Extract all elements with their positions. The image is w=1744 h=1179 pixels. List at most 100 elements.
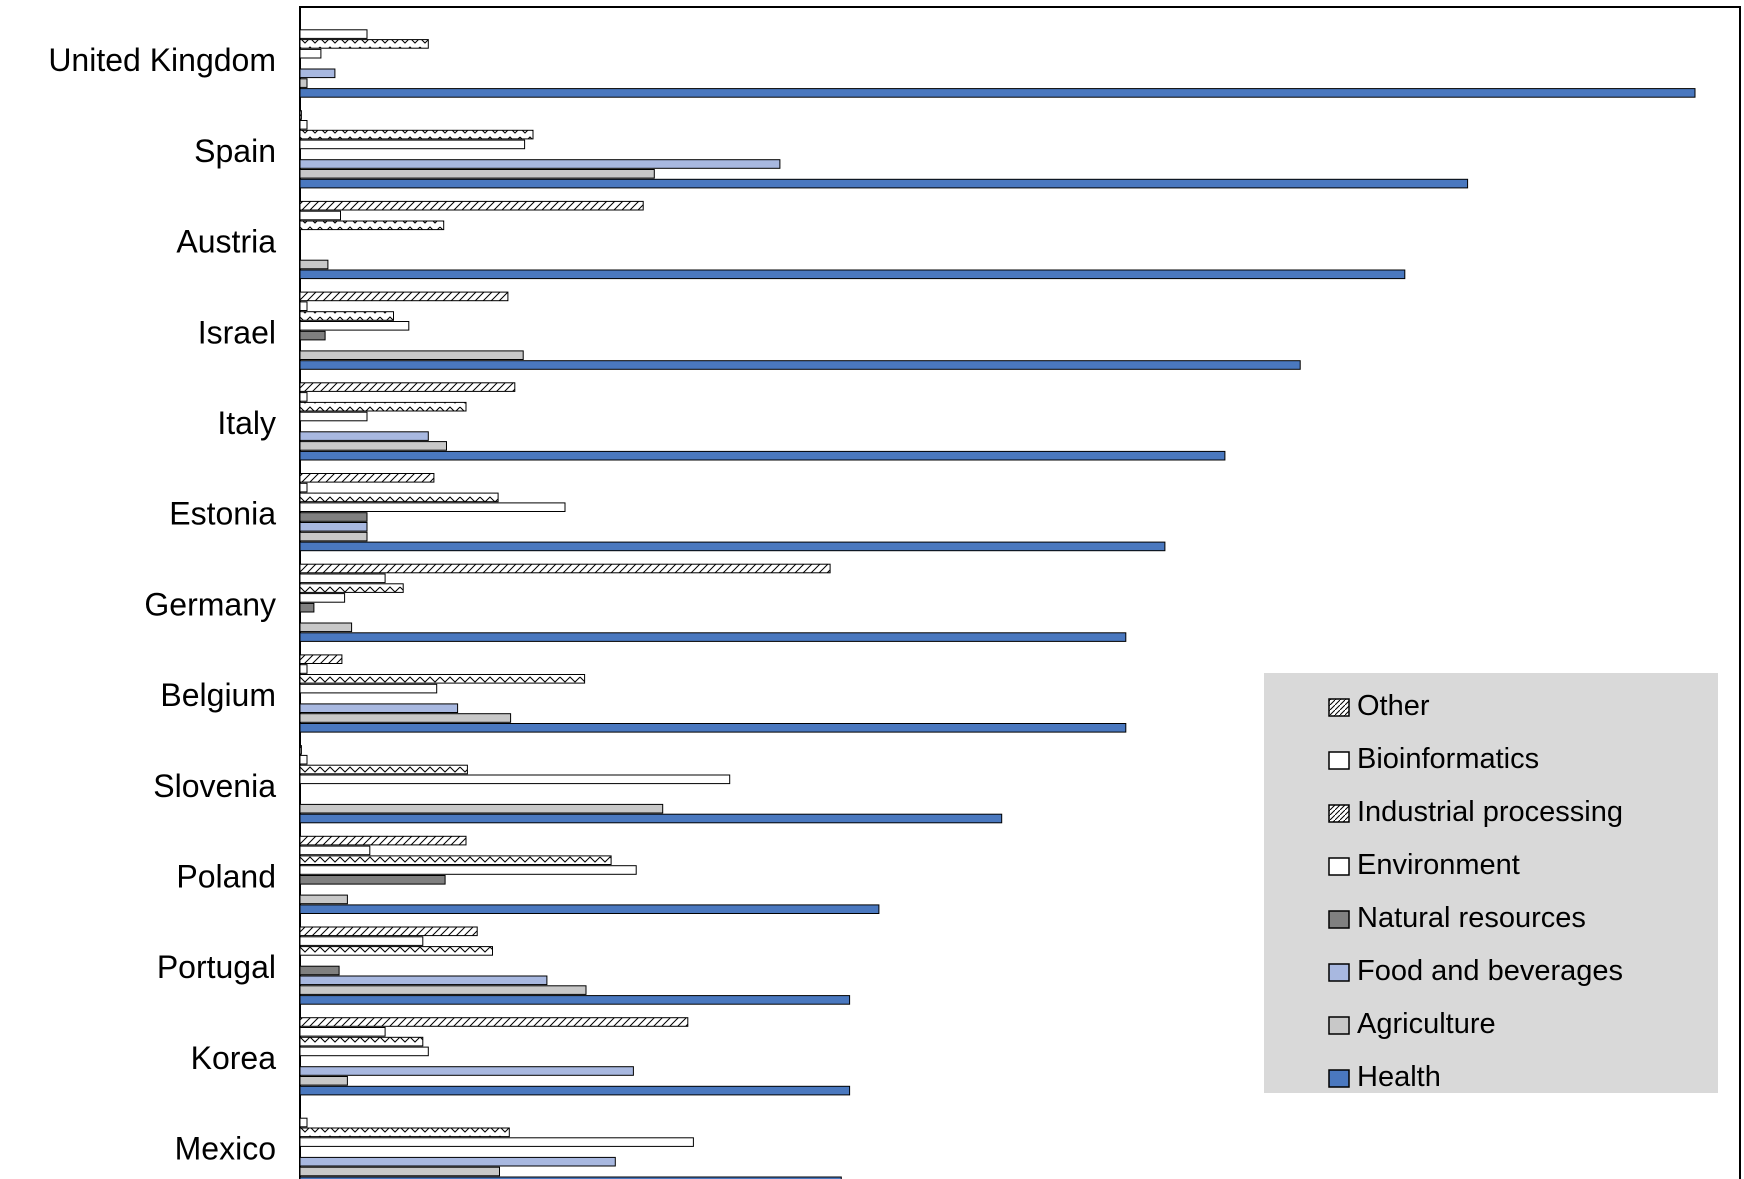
bar-estonia-bioinformatics (299, 482, 308, 493)
bar-spain-food-and-beverages (299, 159, 781, 169)
bar-germany-bioinformatics (299, 573, 386, 584)
bar-mexico-industrial-processing (299, 1127, 510, 1138)
bar-korea-industrial-processing (299, 1036, 424, 1047)
bar-group-germany (299, 563, 1127, 642)
bar-mexico-agriculture (299, 1166, 500, 1177)
bar-austria-industrial-processing (299, 220, 445, 231)
bar-group-united-kingdom (299, 29, 1696, 98)
bar-austria-other (299, 200, 644, 211)
bar-germany-other (299, 563, 831, 574)
bar-group-portugal (299, 926, 851, 1005)
bar-group-italy (299, 382, 1226, 461)
legend: Other Bioinformatics Industrial processing… (1264, 673, 1718, 1093)
bar-united-kingdom-health (299, 88, 1696, 98)
bar-group-poland (299, 835, 880, 915)
legend-label-bioinformatics: Bioinformatics (1357, 743, 1539, 775)
bar-group-estonia (299, 473, 1166, 552)
bar-korea-other (299, 1017, 689, 1027)
bar-estonia-health (299, 541, 1166, 552)
bar-mexico-food-and-beverages (299, 1156, 616, 1167)
bar-italy-food-and-beverages (299, 431, 429, 441)
bar-germany-industrial-processing (299, 583, 404, 593)
bar-mexico-environment (299, 1137, 694, 1147)
legend-swatch-natural-resources (1328, 910, 1350, 929)
bar-slovenia-agriculture (299, 803, 664, 814)
bar-israel-agriculture (299, 350, 524, 360)
bar-united-kingdom-environment (299, 48, 322, 59)
bar-estonia-natural-resources (299, 512, 368, 522)
category-label-poland: Poland (176, 859, 276, 895)
category-label-italy: Italy (217, 405, 276, 441)
bar-spain-environment (299, 139, 526, 150)
category-label-austria: Austria (176, 224, 276, 260)
bar-united-kingdom-agriculture (299, 78, 308, 88)
bar-belgium-food-and-beverages (299, 703, 459, 714)
category-label-united-kingdom: United Kingdom (48, 42, 276, 78)
category-label-mexico: Mexico (175, 1131, 276, 1167)
category-label-portugal: Portugal (157, 949, 276, 985)
legend-swatch-agriculture (1328, 1016, 1350, 1035)
bar-portugal-food-and-beverages (299, 975, 548, 986)
bar-korea-bioinformatics (299, 1027, 386, 1037)
category-labels: United Kingdom Spain Austria Israel Italy Est… (48, 42, 276, 1166)
bar-group-belgium (299, 654, 1127, 733)
category-label-germany: Germany (144, 586, 276, 622)
bar-poland-industrial-processing (299, 855, 612, 866)
category-label-slovenia: Slovenia (153, 768, 276, 804)
bar-estonia-industrial-processing (299, 492, 499, 503)
bar-portugal-other (299, 926, 478, 937)
category-label-estonia: Estonia (169, 496, 276, 532)
bar-estonia-other (299, 473, 435, 483)
bar-israel-industrial-processing (299, 311, 394, 321)
bar-italy-bioinformatics (299, 392, 308, 402)
bar-group-israel (299, 291, 1301, 370)
bar-group-spain (299, 110, 1469, 189)
bar-austria-agriculture (299, 259, 329, 270)
bar-belgium-industrial-processing (299, 674, 586, 684)
bar-estonia-agriculture (299, 531, 368, 542)
legend-swatch-other (1328, 698, 1350, 717)
legend-label-health: Health (1357, 1061, 1441, 1093)
category-label-korea: Korea (191, 1040, 277, 1076)
bar-portugal-industrial-processing (299, 946, 493, 956)
bar-poland-health (299, 904, 880, 915)
bar-italy-other (299, 382, 516, 392)
bar-group-korea (299, 1017, 851, 1096)
bar-korea-agriculture (299, 1076, 348, 1086)
bar-spain-industrial-processing (299, 129, 534, 140)
bar-israel-health (299, 360, 1301, 370)
bar-belgium-environment (299, 683, 438, 694)
bar-poland-natural-resources (299, 875, 446, 885)
legend-label-other: Other (1357, 690, 1430, 722)
bar-united-kingdom-industrial-processing (299, 39, 429, 49)
bar-estonia-food-and-beverages (299, 522, 368, 532)
legend-label-natural-resources: Natural resources (1357, 902, 1586, 934)
bar-poland-agriculture (299, 894, 348, 905)
bar-group-austria (299, 200, 1406, 280)
bar-united-kingdom-bioinformatics (299, 29, 368, 39)
bar-italy-health (299, 450, 1226, 461)
bar-belgium-agriculture (299, 713, 512, 723)
bar-korea-health (299, 1085, 851, 1096)
category-label-belgium: Belgium (160, 677, 276, 713)
bar-italy-agriculture (299, 441, 447, 451)
bar-italy-industrial-processing (299, 401, 467, 412)
bar-korea-food-and-beverages (299, 1066, 634, 1076)
bar-spain-other (299, 110, 302, 120)
legend-label-agriculture: Agriculture (1357, 1008, 1496, 1040)
bar-germany-environment (299, 593, 346, 603)
bar-poland-other (299, 835, 467, 846)
legend-swatch-food-and-beverages (1328, 963, 1350, 982)
bar-germany-agriculture (299, 622, 353, 633)
bar-portugal-bioinformatics (299, 936, 424, 946)
bar-israel-bioinformatics (299, 301, 308, 311)
bar-italy-environment (299, 411, 368, 422)
bar-germany-natural-resources (299, 602, 315, 613)
bar-spain-health (299, 178, 1469, 189)
bar-slovenia-environment (299, 774, 731, 785)
bar-portugal-natural-resources (299, 965, 340, 976)
bar-spain-agriculture (299, 169, 655, 179)
bar-austria-bioinformatics (299, 210, 341, 221)
